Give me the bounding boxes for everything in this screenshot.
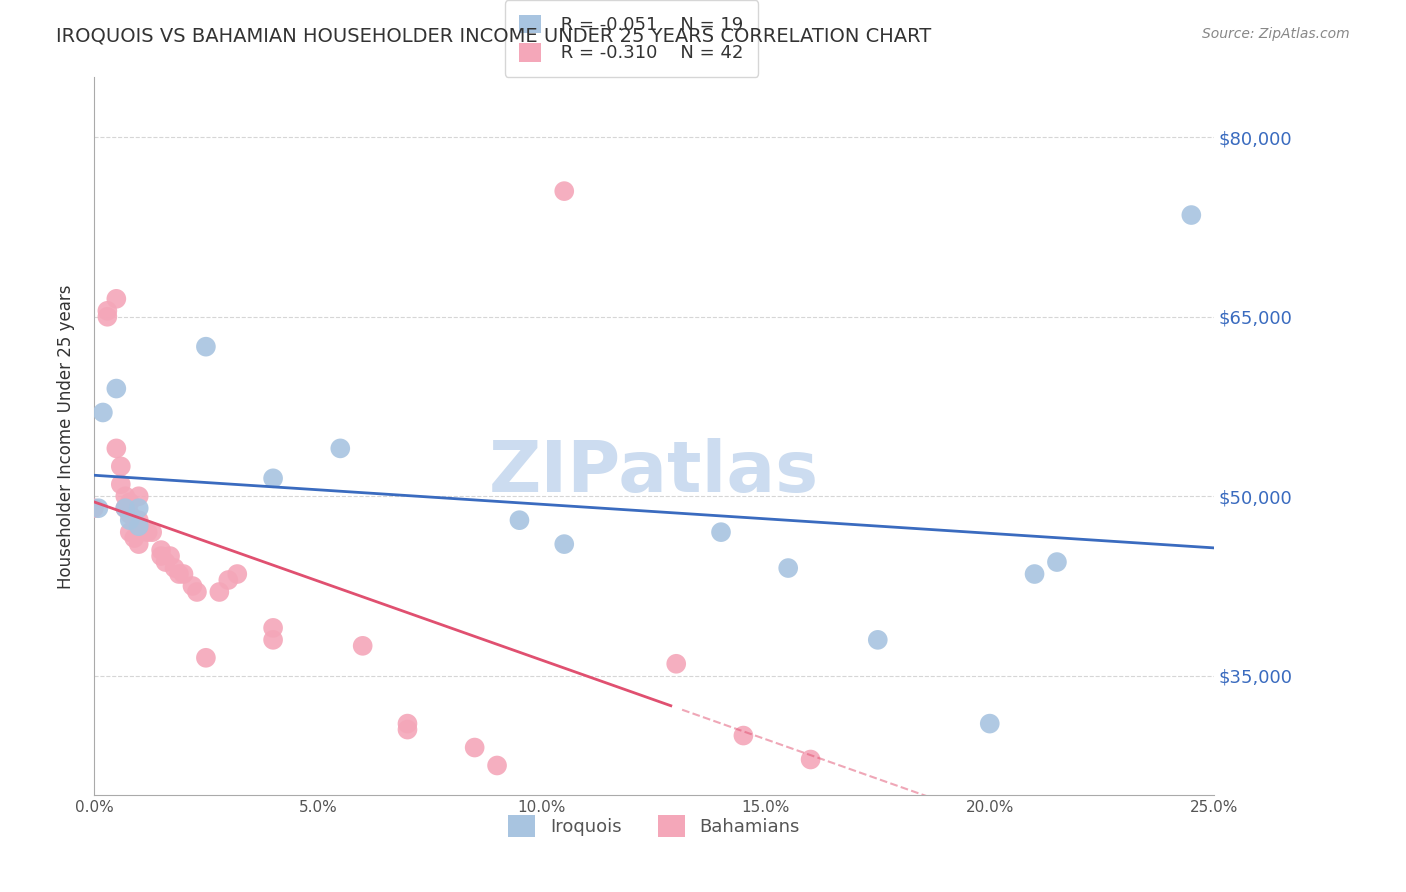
Point <box>262 471 284 485</box>
Point <box>194 340 217 354</box>
Point <box>262 632 284 647</box>
Point <box>87 501 110 516</box>
Point <box>1046 555 1069 569</box>
Point <box>173 567 195 582</box>
Point <box>665 657 688 671</box>
Point <box>167 567 190 582</box>
Point <box>866 632 889 647</box>
Point <box>800 752 823 766</box>
Point <box>96 310 118 324</box>
Point <box>83 501 105 516</box>
Point <box>396 723 419 737</box>
Point <box>114 501 136 516</box>
Y-axis label: Householder Income Under 25 years: Householder Income Under 25 years <box>58 285 75 589</box>
Point <box>150 543 173 558</box>
Point <box>181 579 204 593</box>
Point <box>141 525 163 540</box>
Text: ZIPatlas: ZIPatlas <box>489 438 818 507</box>
Point <box>396 716 419 731</box>
Point <box>979 716 1001 731</box>
Point <box>128 513 150 527</box>
Point <box>186 585 208 599</box>
Legend: Iroquois, Bahamians: Iroquois, Bahamians <box>501 807 807 844</box>
Point <box>217 573 239 587</box>
Text: Source: ZipAtlas.com: Source: ZipAtlas.com <box>1202 27 1350 41</box>
Point <box>155 555 177 569</box>
Point <box>733 729 755 743</box>
Point <box>553 537 575 551</box>
Point <box>105 442 128 456</box>
Point <box>159 549 181 563</box>
Point <box>105 382 128 396</box>
Point <box>114 489 136 503</box>
Point <box>128 501 150 516</box>
Point <box>352 639 374 653</box>
Point <box>118 513 141 527</box>
Point <box>150 549 173 563</box>
Point <box>1024 567 1046 582</box>
Point <box>128 489 150 503</box>
Point <box>208 585 231 599</box>
Point <box>1180 208 1202 222</box>
Point <box>508 513 530 527</box>
Point <box>329 442 352 456</box>
Point <box>122 531 145 545</box>
Point <box>163 561 186 575</box>
Point <box>118 495 141 509</box>
Point <box>118 525 141 540</box>
Point <box>226 567 249 582</box>
Point <box>96 303 118 318</box>
Point <box>194 650 217 665</box>
Text: IROQUOIS VS BAHAMIAN HOUSEHOLDER INCOME UNDER 25 YEARS CORRELATION CHART: IROQUOIS VS BAHAMIAN HOUSEHOLDER INCOME … <box>56 27 932 45</box>
Point <box>114 501 136 516</box>
Point <box>710 525 733 540</box>
Point <box>110 477 132 491</box>
Point <box>118 507 141 521</box>
Point <box>486 758 509 772</box>
Point <box>91 405 114 419</box>
Point <box>464 740 486 755</box>
Point <box>128 519 150 533</box>
Point <box>262 621 284 635</box>
Point <box>136 525 159 540</box>
Point <box>128 537 150 551</box>
Point <box>778 561 800 575</box>
Point <box>110 459 132 474</box>
Point <box>105 292 128 306</box>
Point <box>553 184 575 198</box>
